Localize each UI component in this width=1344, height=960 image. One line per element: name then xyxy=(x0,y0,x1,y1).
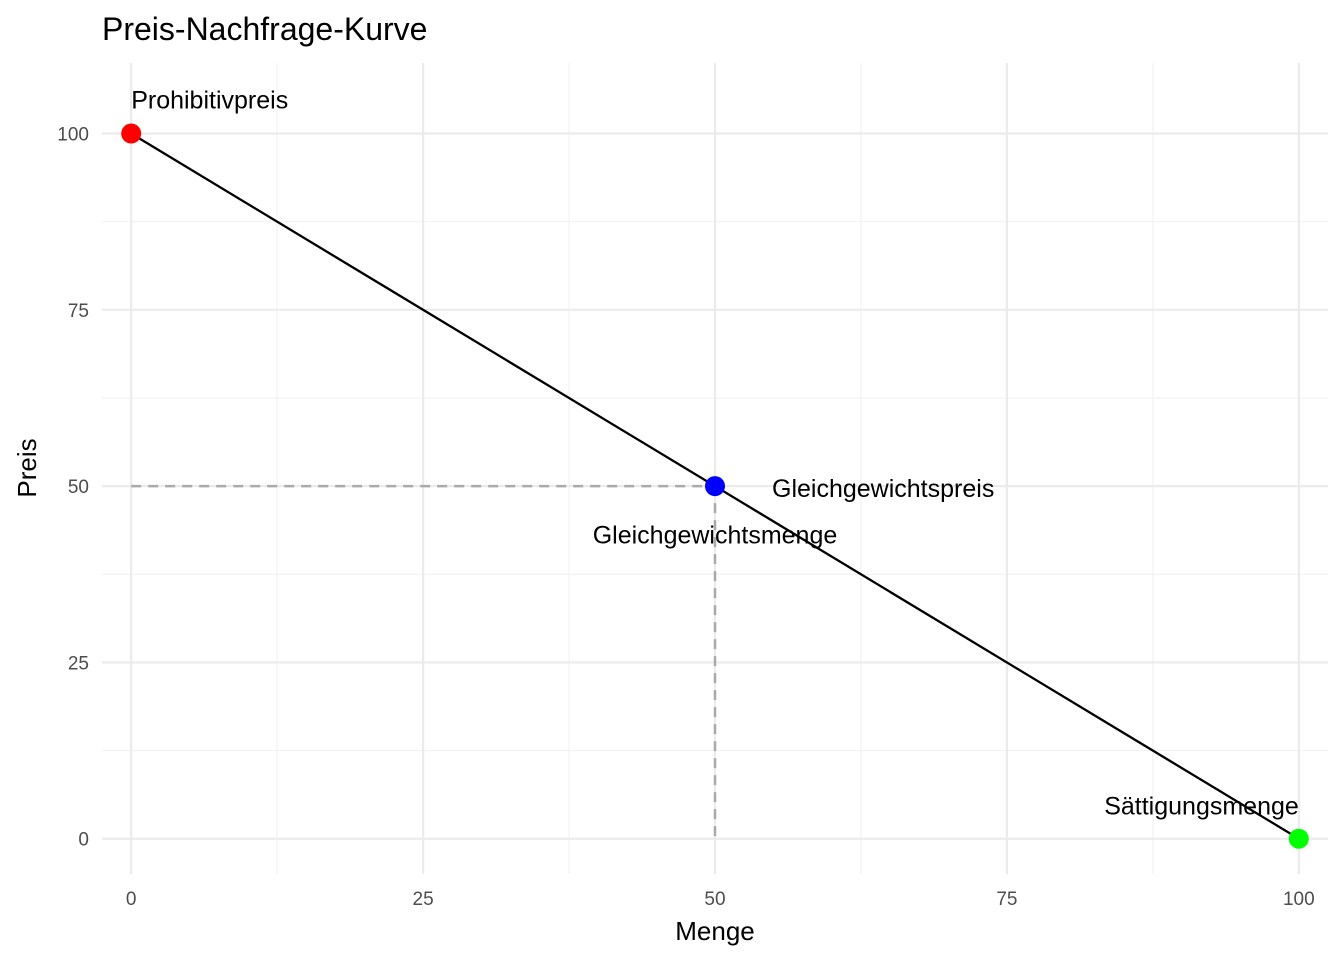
y-tick-label: 0 xyxy=(78,830,89,851)
data-point xyxy=(121,123,142,144)
grid xyxy=(102,63,1328,874)
x-axis-title: Menge xyxy=(675,916,755,946)
y-tick-label: 50 xyxy=(68,477,89,498)
points-layer xyxy=(121,123,1309,849)
point-label: Sättigungsmenge xyxy=(1104,793,1299,821)
point-label: Gleichgewichtspreis xyxy=(772,475,994,503)
data-point xyxy=(1288,828,1309,849)
x-axis-ticks: 0 25 50 75 100 xyxy=(126,889,1315,910)
annotation-layer: Prohibitivpreis Gleichgewichtspreis Sättig… xyxy=(131,87,1299,821)
y-tick-label: 100 xyxy=(57,125,89,146)
x-tick-label: 50 xyxy=(704,889,725,910)
chart-title: Preis-Nachfrage-Kurve xyxy=(102,11,427,47)
y-tick-label: 75 xyxy=(68,301,89,322)
x-tick-label: 100 xyxy=(1283,889,1315,910)
data-point xyxy=(705,476,725,497)
y-axis-title: Preis xyxy=(12,438,42,497)
y-tick-label: 25 xyxy=(68,653,89,674)
annotation-label: Gleichgewichtsmenge xyxy=(593,521,838,549)
x-tick-label: 75 xyxy=(996,889,1017,910)
x-tick-label: 25 xyxy=(413,889,434,910)
y-axis-ticks: 0 25 50 75 100 xyxy=(57,125,89,851)
x-tick-label: 0 xyxy=(126,889,137,910)
reference-lines xyxy=(131,484,717,839)
point-label: Prohibitivpreis xyxy=(131,87,288,115)
